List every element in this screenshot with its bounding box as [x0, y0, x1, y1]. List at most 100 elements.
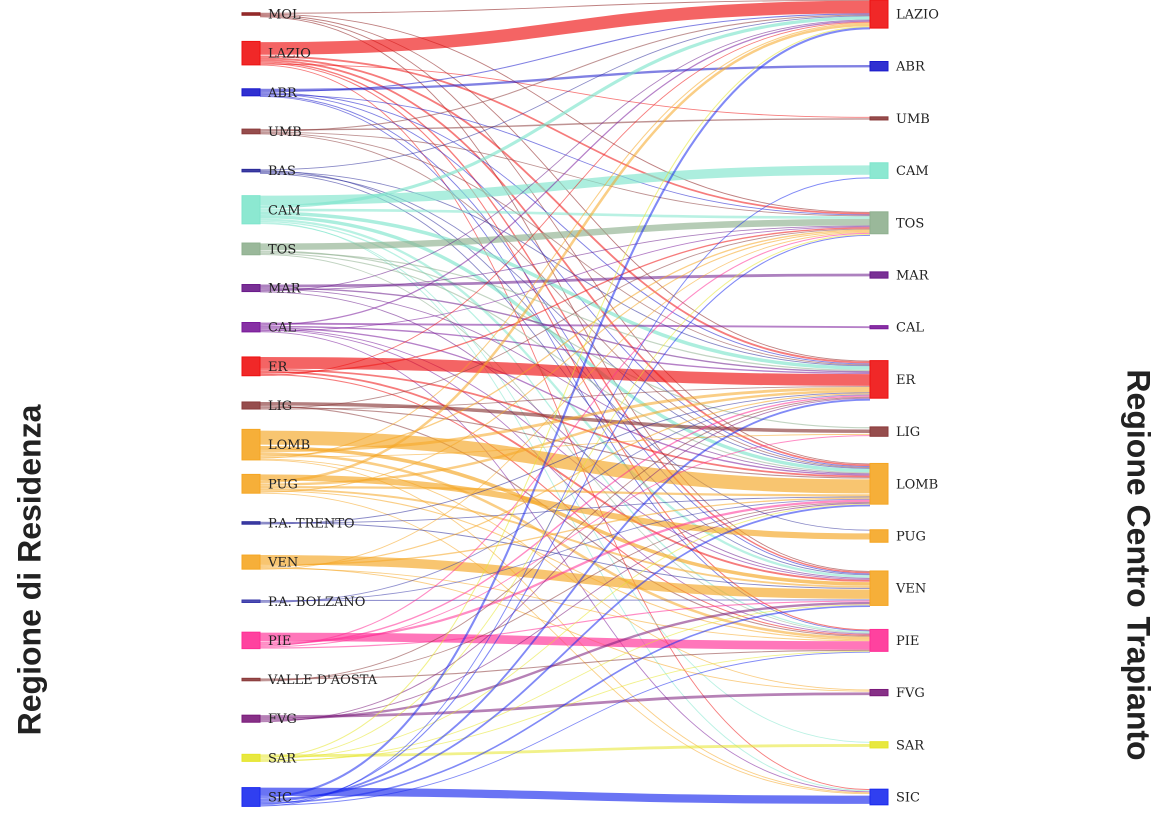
right-node-label-cal: CAL	[896, 321, 924, 336]
right-node-sic	[869, 788, 889, 806]
left-node-er	[241, 356, 261, 377]
left-node-fvg	[241, 714, 261, 723]
link-fvg-to-lomb	[259, 502, 871, 722]
left-node-label-cam: CAM	[268, 203, 301, 218]
link-lazio-to-lomb	[259, 59, 871, 467]
link-lomb-to-lomb	[259, 430, 871, 494]
link-sic-to-lazio	[259, 27, 871, 799]
right-node-pug	[869, 529, 889, 543]
link-lazio-to-tos	[259, 55, 871, 215]
right-axis-title: Regione Centro Trapianto	[1120, 369, 1157, 761]
link-p-a-trento-to-ven	[259, 521, 871, 589]
link-cam-to-er	[259, 211, 871, 370]
link-tos-to-er	[259, 251, 871, 372]
left-node-label-tos: TOS	[268, 242, 296, 257]
right-node-mar	[869, 271, 889, 279]
link-valle-d-aosta-to-lomb	[259, 501, 871, 681]
right-node-label-pug: PUG	[896, 530, 926, 545]
link-abr-to-tos	[259, 94, 871, 216]
right-node-label-lomb: LOMB	[896, 477, 938, 492]
link-lig-to-lomb	[259, 406, 871, 479]
left-node-label-sic: SIC	[268, 791, 292, 806]
link-er-to-lazio	[259, 21, 871, 376]
link-p-a-trento-to-er	[259, 392, 871, 525]
right-node-label-er: ER	[896, 373, 916, 388]
link-cam-to-sar	[259, 223, 871, 743]
link-bas-to-lazio	[259, 15, 871, 171]
left-node-label-p-a-bolzano: P.A. BOLZANO	[268, 595, 365, 610]
link-lomb-to-tos	[259, 229, 871, 457]
link-valle-d-aosta-to-pie	[259, 649, 871, 680]
link-sar-to-sar	[259, 744, 871, 758]
left-node-label-pie: PIE	[268, 634, 291, 649]
left-node-pug	[241, 473, 261, 494]
link-cam-to-lazio	[259, 16, 871, 209]
nodes-layer	[241, 0, 889, 807]
link-lomb-to-er	[259, 387, 871, 453]
right-node-label-lig: LIG	[896, 425, 920, 440]
link-cal-to-pie	[259, 329, 871, 635]
links-layer	[259, 0, 871, 807]
link-pie-to-tos	[259, 232, 871, 647]
link-abr-to-ven	[259, 95, 871, 575]
link-lomb-to-pie	[259, 452, 871, 640]
link-umb-to-umb	[259, 118, 871, 131]
left-node-lazio	[241, 40, 261, 66]
link-lomb-to-lazio	[259, 22, 871, 459]
link-cal-to-cal	[259, 322, 871, 329]
link-pie-to-pie	[259, 632, 871, 650]
right-node-label-umb: UMB	[896, 112, 930, 127]
left-node-label-lig: LIG	[268, 399, 292, 414]
link-mar-to-lazio	[259, 19, 871, 292]
left-node-label-sar: SAR	[268, 751, 297, 766]
right-node-label-abr: ABR	[895, 60, 926, 75]
right-node-label-lazio: LAZIO	[896, 8, 939, 23]
right-node-fvg	[869, 688, 889, 697]
link-ven-to-er	[259, 393, 871, 568]
link-tos-to-lig	[259, 250, 871, 429]
link-ven-to-fvg	[259, 567, 871, 692]
left-node-cal	[241, 322, 261, 333]
link-lazio-to-umb	[259, 63, 871, 118]
left-node-label-bas: BAS	[268, 164, 296, 179]
left-node-ven	[241, 554, 261, 570]
left-node-tos	[241, 242, 261, 256]
link-sar-to-tos	[259, 233, 871, 761]
link-pug-to-tos	[259, 230, 871, 493]
link-abr-to-er	[259, 92, 871, 365]
left-node-label-valle-d-aosta: VALLE D'AOSTA	[267, 673, 378, 688]
link-tos-to-tos	[259, 218, 871, 250]
link-lig-to-tos	[259, 228, 871, 409]
right-node-abr	[869, 61, 889, 72]
link-abr-to-abr	[259, 65, 871, 92]
link-tos-to-pie	[259, 254, 871, 634]
link-mar-to-lomb	[259, 288, 871, 475]
right-node-cam	[869, 162, 889, 179]
right-node-label-sar: SAR	[896, 738, 925, 753]
link-umb-to-tos	[259, 131, 871, 217]
link-ven-to-tos	[259, 231, 871, 570]
link-cal-to-ven	[259, 328, 871, 580]
link-sic-to-cam	[259, 177, 871, 807]
link-er-to-ven	[259, 370, 871, 582]
link-cam-to-cam	[259, 165, 871, 206]
link-er-to-er	[259, 356, 871, 386]
link-ven-to-lomb	[259, 497, 871, 566]
left-node-label-pug: PUG	[268, 477, 298, 492]
link-mar-to-tos	[259, 225, 871, 291]
link-mar-to-er	[259, 287, 871, 373]
left-node-mar	[241, 284, 261, 293]
link-fvg-to-er	[259, 397, 871, 723]
link-er-to-lomb	[259, 368, 871, 478]
left-node-mol	[241, 12, 261, 16]
right-node-label-tos: TOS	[896, 216, 924, 231]
link-lig-to-lig	[259, 401, 871, 434]
link-sic-to-tos	[259, 234, 871, 805]
right-node-label-cam: CAM	[896, 164, 929, 179]
link-mar-to-mar	[259, 273, 871, 288]
link-er-to-tos	[259, 227, 871, 374]
left-node-pie	[241, 631, 261, 650]
left-node-label-fvg: FVG	[268, 712, 297, 727]
right-node-lig	[869, 426, 889, 437]
